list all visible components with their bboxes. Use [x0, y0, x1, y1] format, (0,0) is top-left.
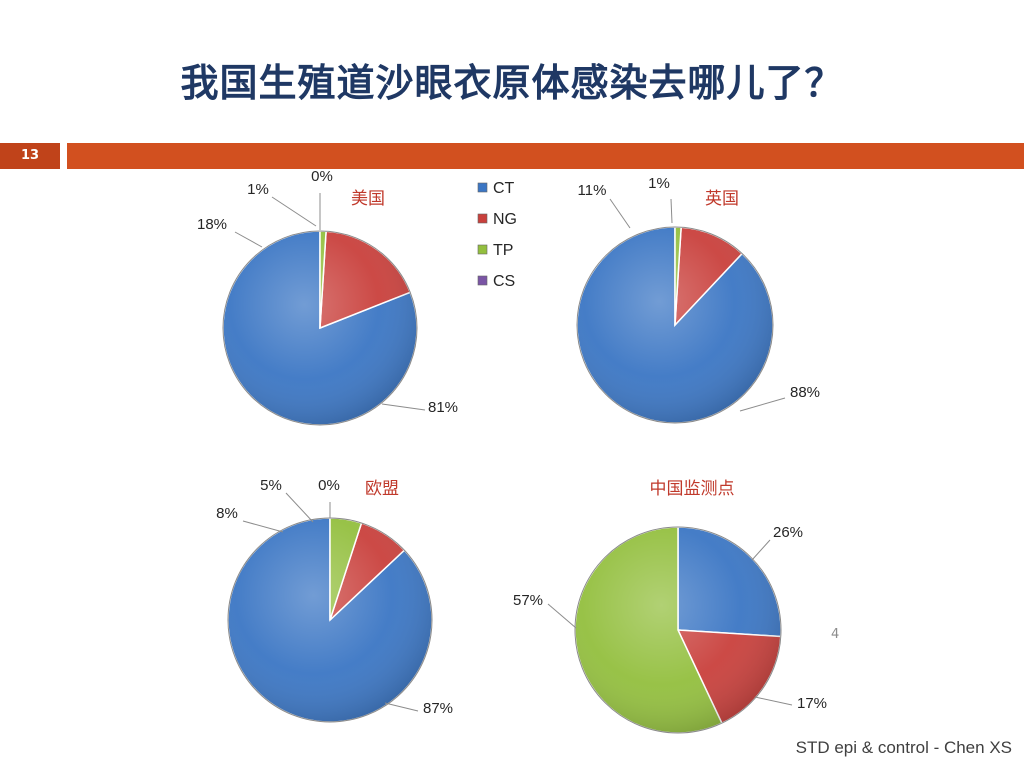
pie-chart-title: 英国: [705, 189, 739, 209]
slide-number: 4: [831, 627, 840, 642]
data-label-ct: 88%: [790, 384, 820, 401]
leader-line: [739, 397, 786, 412]
legend-swatch-tp: [477, 244, 488, 255]
legend: CT NG TP CS: [477, 180, 517, 290]
legend-label-cs: CS: [493, 273, 515, 290]
pie-chart-title: 欧盟: [365, 479, 399, 499]
data-label-tp: 1%: [648, 175, 670, 192]
data-label-ct: 81%: [428, 399, 458, 416]
leader-line: [381, 403, 426, 411]
pie-chart-2: 英国 88% 11% 1%: [576, 175, 820, 424]
footer-credit: STD epi & control - Chen XS: [795, 738, 1012, 757]
page-badge: 13: [0, 143, 60, 169]
leader-line: [547, 603, 577, 629]
header-accent-bar: [67, 143, 1024, 169]
pie-chart-4: 中国监测点 26% 17% 57%: [513, 479, 827, 734]
slide-title: 我国生殖道沙眼衣原体感染去哪儿了？: [180, 61, 844, 105]
data-label-cs: 0%: [311, 168, 333, 185]
legend-swatch-ct: [477, 182, 488, 193]
pie-outline: [576, 226, 774, 424]
leader-line: [384, 702, 419, 712]
legend-swatch-ng: [477, 213, 488, 224]
pie-outline: [222, 230, 418, 426]
legend-label-tp: TP: [493, 242, 513, 259]
pie-slice-ct: [677, 526, 782, 638]
data-label-ng: 17%: [797, 695, 827, 712]
leader-line: [754, 696, 793, 706]
leader-line: [271, 196, 317, 227]
pie-outline: [574, 526, 782, 734]
leader-line: [609, 198, 631, 229]
legend-swatch-cs: [477, 275, 488, 286]
data-label-cs: 0%: [318, 477, 340, 494]
legend-label-ct: CT: [493, 180, 515, 197]
pie-chart-3: 欧盟 87% 8% 5% 0%: [216, 477, 453, 723]
data-label-tp: 57%: [513, 592, 543, 609]
data-label-ct: 26%: [773, 524, 803, 541]
leader-line: [242, 520, 284, 533]
data-label-ct: 87%: [423, 700, 453, 717]
data-label-tp: 5%: [260, 477, 282, 494]
data-label-ng: 8%: [216, 505, 238, 522]
pie-chart-1: 美国 81% 18% 1% 0%: [197, 168, 458, 426]
leader-line: [234, 231, 263, 248]
legend-label-ng: NG: [493, 211, 517, 228]
pie-chart-title: 美国: [351, 189, 385, 209]
data-label-ng: 18%: [197, 216, 227, 233]
data-label-tp: 1%: [247, 181, 269, 198]
leader-line: [670, 198, 673, 224]
pie-chart-title: 中国监测点: [650, 479, 735, 499]
data-label-ng: 11%: [578, 182, 607, 199]
leader-line: [285, 492, 314, 523]
leader-line: [751, 539, 771, 561]
